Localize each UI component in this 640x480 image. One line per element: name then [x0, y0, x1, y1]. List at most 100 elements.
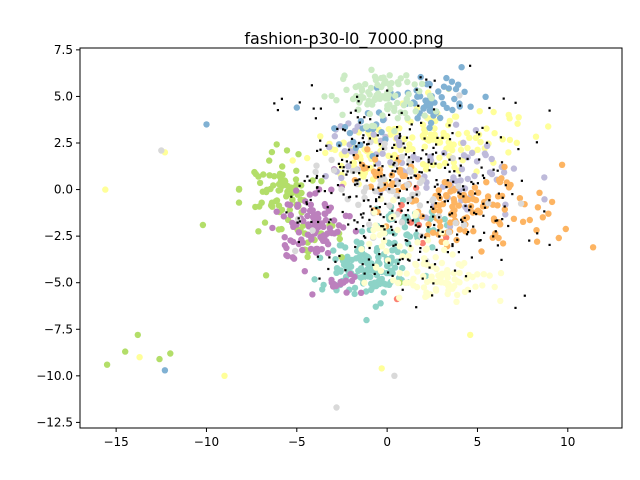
y-tick-label: 5.0 [54, 89, 73, 103]
black-marker [413, 152, 416, 155]
scatter-point [293, 104, 300, 111]
scatter-point [407, 168, 414, 175]
scatter-point [491, 283, 498, 291]
scatter-point [312, 190, 319, 197]
black-marker [369, 205, 372, 208]
scatter-point [394, 115, 401, 122]
black-marker [430, 162, 433, 165]
scatter-point [445, 85, 452, 92]
black-marker [368, 246, 371, 250]
black-marker [372, 263, 375, 266]
scatter-point [284, 182, 291, 190]
black-marker [319, 107, 322, 110]
scatter-point [406, 141, 413, 148]
black-marker [357, 141, 361, 145]
black-marker [349, 161, 352, 164]
scatter-point [429, 197, 436, 204]
black-marker [536, 232, 539, 235]
scatter-point [380, 237, 388, 245]
black-marker [463, 216, 466, 219]
black-marker [394, 184, 397, 187]
scatter-point [449, 155, 456, 162]
scatter-point [367, 273, 374, 280]
scatter-point [394, 99, 401, 107]
scatter-point [464, 175, 471, 183]
black-marker [483, 176, 486, 180]
scatter-point [505, 184, 513, 191]
scatter-point [366, 91, 373, 98]
black-marker [382, 225, 385, 228]
black-marker [401, 257, 404, 261]
scatter-point [351, 284, 359, 292]
scatter-point [467, 103, 474, 110]
black-marker [470, 256, 473, 259]
black-marker [425, 259, 428, 263]
scatter-point [495, 176, 503, 184]
scatter-point [399, 253, 406, 260]
black-marker [328, 256, 331, 259]
black-marker [310, 84, 313, 87]
black-marker [432, 282, 435, 285]
black-marker [362, 134, 365, 137]
scatter-point [410, 282, 417, 289]
black-marker [448, 213, 451, 216]
black-marker [517, 148, 520, 151]
scatter-point [366, 110, 373, 118]
scatter-point [298, 182, 305, 189]
black-marker [424, 236, 427, 239]
black-marker [394, 243, 397, 246]
scatter-point [336, 235, 343, 243]
scatter-point [307, 245, 315, 253]
scatter-point [461, 259, 468, 267]
scatter-point [321, 232, 329, 239]
black-marker [435, 151, 438, 154]
scatter-point [311, 276, 318, 283]
scatter-point [368, 280, 375, 287]
black-marker [356, 182, 359, 185]
scatter-point [401, 172, 408, 180]
scatter-point [357, 257, 365, 264]
black-marker [502, 97, 505, 100]
scatter-point [455, 202, 462, 209]
black-marker [418, 225, 421, 228]
scatter-point [380, 289, 387, 296]
scatter-point [558, 161, 566, 168]
scatter-point [344, 253, 351, 260]
scatter-point [461, 288, 469, 296]
scatter-point [299, 246, 306, 254]
black-marker [442, 152, 445, 155]
black-marker [419, 247, 422, 250]
scatter-point [330, 217, 338, 224]
scatter-point [427, 131, 435, 138]
scatter-point [436, 207, 443, 215]
black-marker [437, 229, 440, 232]
scatter-point [318, 178, 325, 185]
black-marker [350, 137, 354, 140]
black-marker [407, 221, 410, 224]
black-marker [535, 141, 538, 144]
black-marker [365, 179, 368, 182]
scatter-point [343, 86, 350, 94]
black-marker [327, 267, 330, 271]
black-marker [280, 97, 283, 100]
scatter-point [476, 209, 483, 216]
scatter-point [378, 243, 386, 250]
black-marker [472, 225, 475, 228]
black-marker [375, 207, 378, 210]
scatter-point [401, 224, 409, 231]
scatter-point [331, 133, 338, 140]
scatter-point [456, 226, 463, 233]
black-marker [316, 255, 319, 258]
scatter-point [423, 162, 430, 170]
black-marker [480, 166, 483, 169]
scatter-point [452, 219, 459, 227]
scatter-point [395, 138, 403, 146]
black-marker [443, 166, 447, 169]
scatter-point [429, 244, 436, 251]
black-marker [451, 132, 454, 135]
scatter-point [358, 85, 365, 93]
black-marker [358, 178, 361, 181]
x-tick-label: 10 [560, 435, 575, 449]
scatter-point [484, 142, 491, 149]
scatter-point [468, 189, 475, 197]
